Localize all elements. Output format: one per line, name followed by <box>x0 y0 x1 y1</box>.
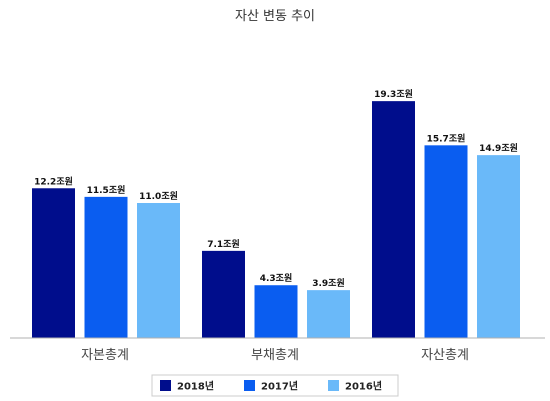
bars-group: 12.2조원 7.1조원 19.3조원 11.5조원 4.3조원 15.7조원 11.0조원… <box>32 88 520 339</box>
value-label-equity-2018: 12.2조원 <box>34 175 73 187</box>
bar-equity-2018 <box>32 188 75 338</box>
category-label-assets: 자산총계 <box>421 348 469 363</box>
value-label-assets-2016: 14.9조원 <box>479 142 518 154</box>
value-label-equity-2016: 11.0조원 <box>139 190 178 202</box>
bar-assets-2016 <box>477 155 520 338</box>
legend-swatch-2016 <box>328 380 339 391</box>
value-label-assets-2018: 19.3조원 <box>374 88 413 100</box>
value-label-liabilities-2016: 3.9조원 <box>312 277 345 289</box>
value-label-liabilities-2018: 7.1조원 <box>207 238 240 250</box>
legend-swatch-2017 <box>244 380 255 391</box>
bar-liabilities-2016 <box>307 290 350 338</box>
bar-equity-2016 <box>137 203 180 338</box>
category-label-liabilities: 부채총계 <box>251 348 299 363</box>
bar-liabilities-2017 <box>254 285 298 338</box>
category-label-equity: 자본총계 <box>81 348 129 363</box>
bar-equity-2017 <box>84 196 128 338</box>
legend-swatch-2018 <box>160 380 171 391</box>
bar-liabilities-2018 <box>202 250 245 338</box>
value-label-equity-2017: 11.5조원 <box>87 184 126 196</box>
bar-assets-2018 <box>372 101 415 339</box>
legend-label-2016: 2016년 <box>345 380 382 393</box>
category-labels: 자본총계 부채총계 자산총계 <box>81 348 469 363</box>
legend-label-2018: 2018년 <box>177 380 214 393</box>
bar-assets-2017 <box>424 145 468 338</box>
value-label-assets-2017: 15.7조원 <box>427 132 466 144</box>
value-label-liabilities-2017: 4.3조원 <box>260 272 293 284</box>
legend-label-2017: 2017년 <box>261 380 298 393</box>
legend: 2018년 2017년 2016년 <box>151 374 399 397</box>
chart-title: 자산 변동 추이 <box>235 9 315 24</box>
